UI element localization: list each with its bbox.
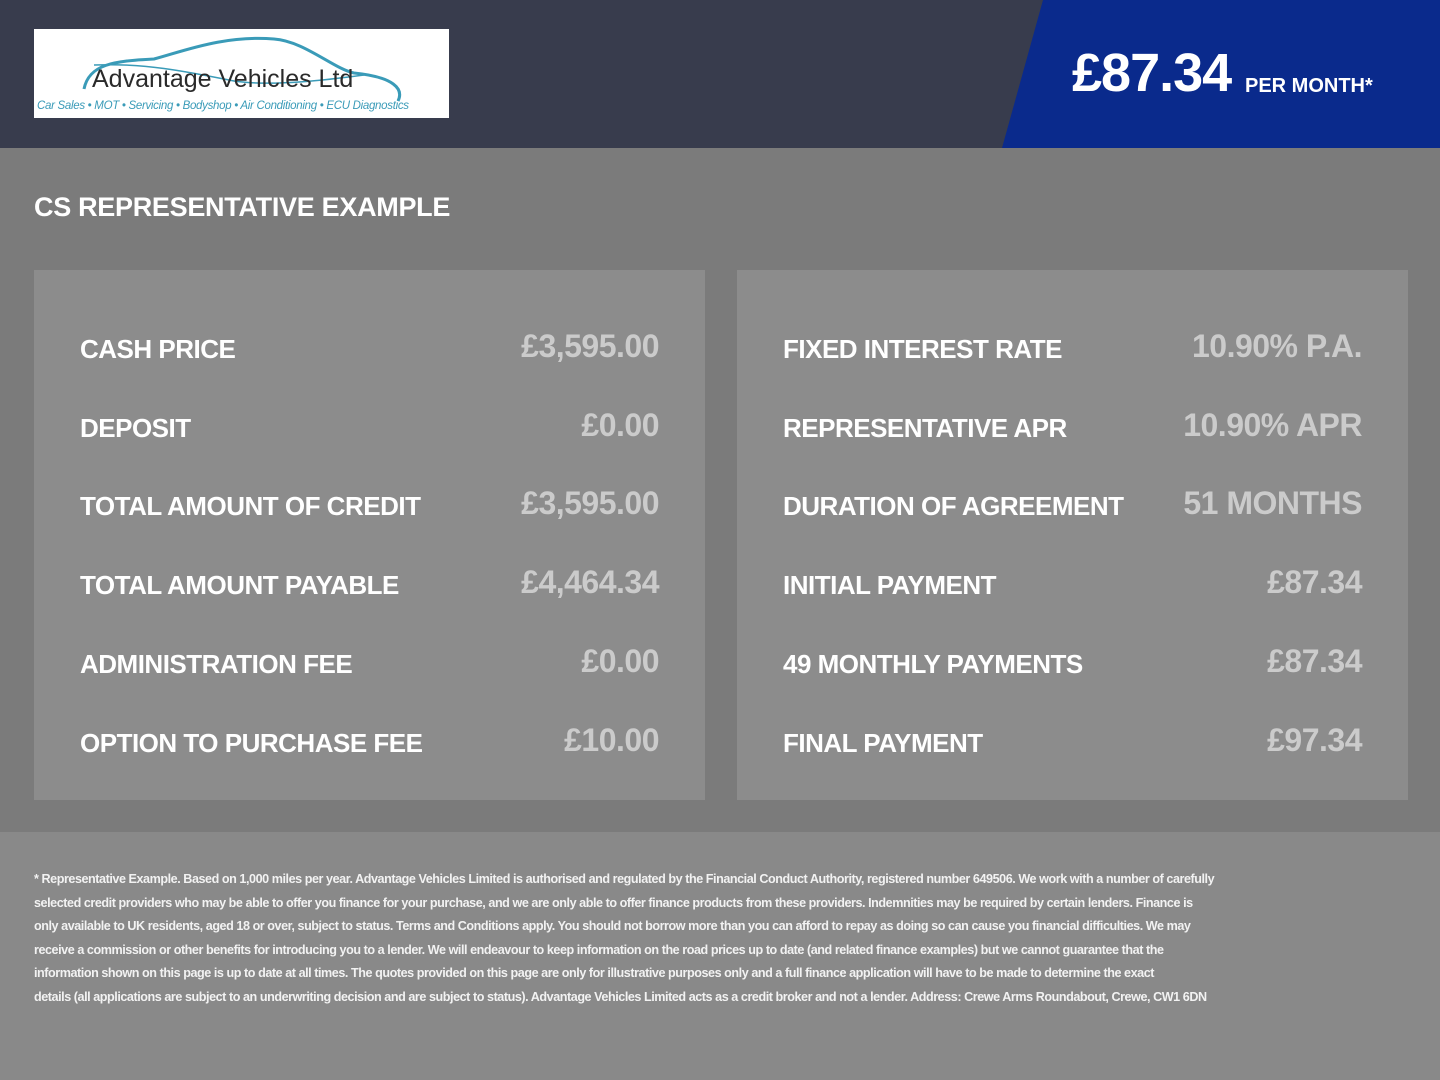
finance-row: DURATION OF AGREEMENT 51 MONTHS	[783, 485, 1362, 525]
finance-row: ADMINISTRATION FEE £0.00	[80, 643, 659, 683]
row-label: TOTAL AMOUNT PAYABLE	[80, 570, 399, 600]
finance-row: DEPOSIT £0.00	[80, 407, 659, 447]
finance-row: FINAL PAYMENT £97.34	[783, 722, 1362, 762]
disclaimer-line: * Representative Example. Based on 1,000…	[34, 872, 1215, 886]
dealer-logo[interactable]: Advantage Vehicles Ltd Car Sales • MOT •…	[34, 29, 449, 118]
header: Advantage Vehicles Ltd Car Sales • MOT •…	[0, 0, 1440, 148]
row-label: FIXED INTEREST RATE	[783, 334, 1062, 364]
logo-name: Advantage Vehicles Ltd	[92, 65, 354, 93]
row-value: £3,595.00	[521, 485, 659, 521]
finance-row: INITIAL PAYMENT £87.34	[783, 564, 1362, 604]
monthly-price: £87.34	[1072, 43, 1232, 103]
row-value: £0.00	[581, 643, 659, 679]
footer: * Representative Example. Based on 1,000…	[0, 832, 1440, 1080]
car-outline-icon	[82, 36, 401, 102]
row-value: 51 MONTHS	[1183, 485, 1362, 521]
row-value: £87.34	[1267, 643, 1362, 679]
row-label: ADMINISTRATION FEE	[80, 649, 353, 679]
finance-panel-right: FIXED INTEREST RATE 10.90% P.A. REPRESENT…	[737, 270, 1408, 800]
finance-row: TOTAL AMOUNT PAYABLE £4,464.34	[80, 564, 659, 604]
logo-tagline: Car Sales • MOT • Servicing • Bodyshop •…	[37, 100, 409, 112]
row-value: £87.34	[1267, 564, 1362, 600]
row-value: 10.90% APR	[1183, 407, 1362, 443]
row-value: £4,464.34	[521, 564, 659, 600]
disclaimer: * Representative Example. Based on 1,000…	[34, 868, 1215, 1010]
row-label: CASH PRICE	[80, 334, 236, 364]
finance-row: CASH PRICE £3,595.00	[80, 328, 659, 368]
disclaimer-line: information shown on this page is up to …	[34, 966, 1155, 981]
row-label: DEPOSIT	[80, 413, 191, 443]
row-label: DURATION OF AGREEMENT	[783, 491, 1124, 521]
row-value: £97.34	[1267, 722, 1362, 758]
section-title: CS REPRESENTATIVE EXAMPLE	[34, 192, 451, 222]
finance-row: REPRESENTATIVE APR 10.90% APR	[783, 407, 1362, 447]
row-value: £3,595.00	[521, 328, 659, 364]
finance-row: OPTION TO PURCHASE FEE £10.00	[80, 722, 659, 762]
finance-row: FIXED INTEREST RATE 10.90% P.A.	[783, 328, 1363, 368]
finance-row: 49 MONTHLY PAYMENTS £87.34	[783, 643, 1362, 683]
finance-row: TOTAL AMOUNT OF CREDIT £3,595.00	[80, 485, 659, 525]
disclaimer-line: receive a commission or other benefits f…	[34, 942, 1164, 957]
row-value: £0.00	[581, 407, 659, 443]
row-label: OPTION TO PURCHASE FEE	[80, 728, 423, 758]
disclaimer-line: selected credit providers who may be abl…	[34, 895, 1193, 910]
row-label: TOTAL AMOUNT OF CREDIT	[80, 491, 421, 521]
row-label: FINAL PAYMENT	[783, 728, 983, 758]
row-label: INITIAL PAYMENT	[783, 570, 997, 600]
row-value: £10.00	[564, 722, 659, 758]
per-month-label: PER MONTH*	[1245, 75, 1373, 97]
finance-panel-left: CASH PRICE £3,595.00 DEPOSIT £0.00 TOTAL A…	[34, 270, 705, 800]
row-value: 10.90% P.A.	[1191, 328, 1363, 364]
price-banner	[1002, 0, 1440, 148]
disclaimer-line: only available to UK residents, aged 18 …	[34, 919, 1191, 934]
row-label: 49 MONTHLY PAYMENTS	[783, 649, 1083, 679]
row-label: REPRESENTATIVE APR	[783, 413, 1067, 443]
disclaimer-line: details (all applications are subject to…	[34, 989, 1207, 1004]
